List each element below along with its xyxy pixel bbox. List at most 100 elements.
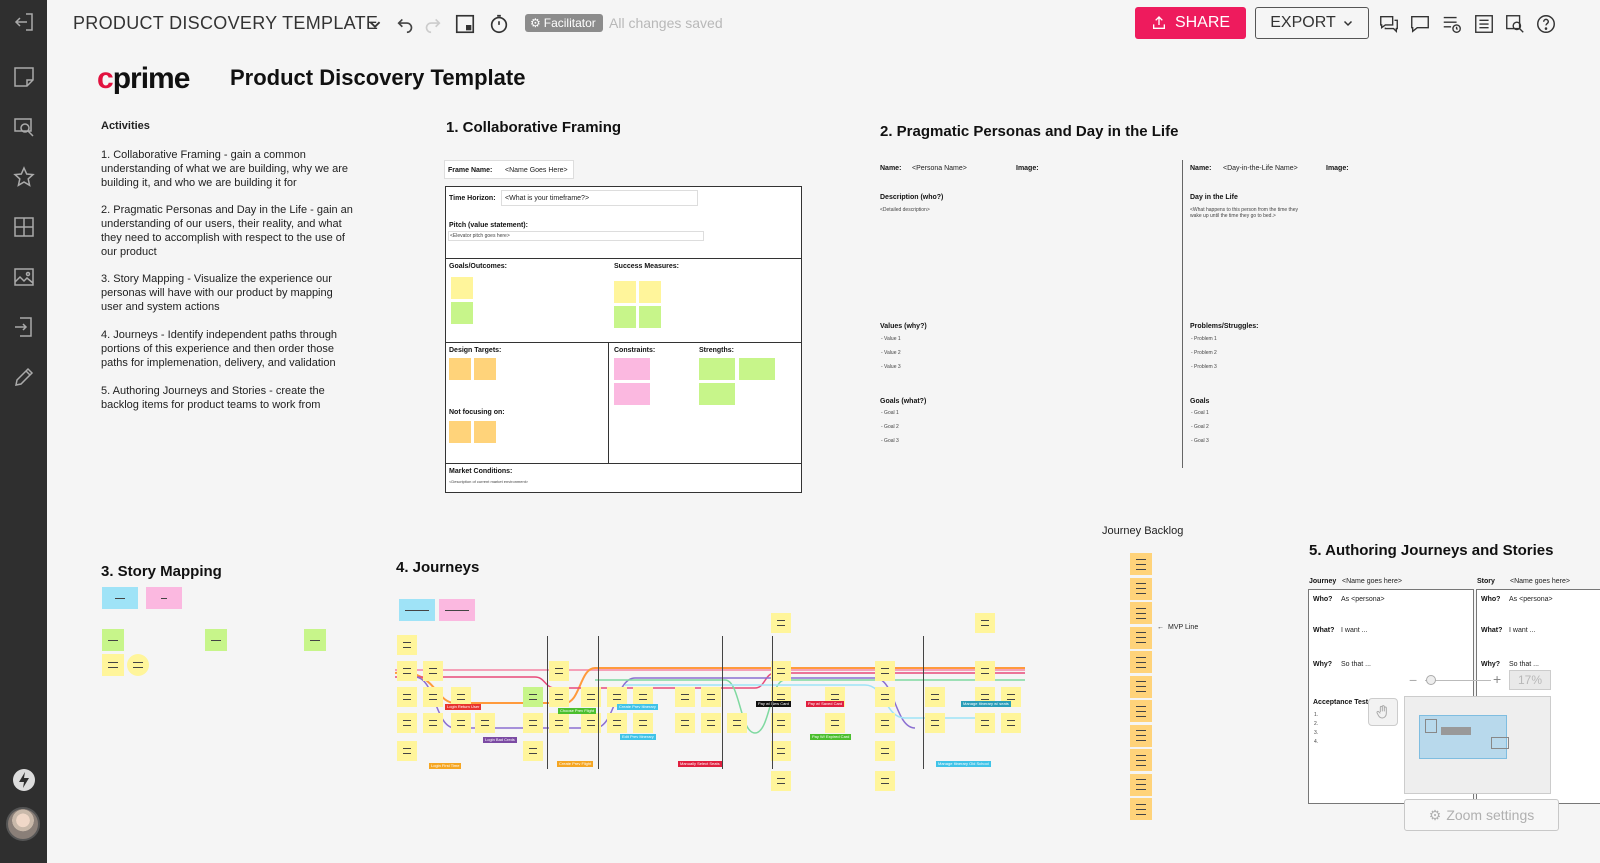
sticky-note[interactable]	[699, 358, 735, 380]
journey-backlog[interactable]	[1130, 553, 1154, 828]
sticky-note[interactable]	[474, 421, 496, 443]
search-shapes-icon[interactable]	[9, 112, 39, 142]
backlog-note[interactable]	[1130, 577, 1152, 600]
sticky-note[interactable]	[102, 654, 124, 676]
journey-tag[interactable]: Pay W/ Expired Card	[810, 734, 852, 740]
sticky-note[interactable]	[549, 713, 569, 733]
sticky-note[interactable]	[639, 306, 661, 328]
backlog-note[interactable]	[1130, 749, 1152, 771]
sticky-note[interactable]	[423, 661, 443, 681]
frame-name-box[interactable]: Frame Name: <Name Goes Here>	[444, 160, 574, 179]
journey-map[interactable]: Login Return User Login Bad Creds Login Fi…	[395, 613, 1025, 791]
journey-tag[interactable]: Login Bad Creds	[483, 737, 517, 743]
facilitator-badge[interactable]: ⚙ Facilitator	[525, 14, 603, 32]
sticky-note[interactable]	[699, 383, 735, 405]
sticky-note[interactable]	[771, 741, 791, 761]
sticky-note[interactable]	[449, 421, 471, 443]
backlog-note[interactable]	[1130, 724, 1152, 747]
chevron-down-icon[interactable]	[363, 12, 387, 36]
journey-tag[interactable]: Manage Itinerary Old School	[936, 761, 991, 767]
sticky-note[interactable]	[771, 771, 791, 791]
journey-tag[interactable]: Pay w/ Saved Card	[806, 701, 845, 707]
sticky-note[interactable]	[975, 661, 995, 681]
sticky-note[interactable]	[633, 687, 653, 707]
sticky-note[interactable]	[475, 713, 495, 733]
sticky-note[interactable]	[675, 687, 695, 707]
sticky-note[interactable]	[614, 306, 636, 328]
sticky-note[interactable]	[451, 713, 471, 733]
sticky-note[interactable]	[925, 713, 945, 733]
sticky-note[interactable]	[727, 713, 747, 733]
sticky-note[interactable]	[439, 599, 475, 621]
sticky-note[interactable]	[304, 629, 326, 651]
sticky-note[interactable]	[581, 713, 601, 733]
journey-tag[interactable]: Manage Itinerary w/ seats	[961, 701, 1011, 707]
sticky-note[interactable]	[875, 661, 895, 681]
sticky-note[interactable]	[825, 713, 845, 733]
sticky-note[interactable]	[771, 613, 791, 633]
pitch-field[interactable]: <Elevator pitch goes here>	[448, 231, 704, 241]
journey-tag[interactable]: Manually Select Seats	[678, 761, 722, 767]
sticky-note[interactable]	[701, 687, 721, 707]
journey-tag[interactable]: Create Prev Itinerary	[617, 704, 658, 710]
sticky-note[interactable]	[875, 741, 895, 761]
zoom-out-icon[interactable]: −	[1409, 672, 1418, 688]
journey-tag[interactable]: Pay w/ New Card	[756, 701, 791, 707]
backlog-note[interactable]	[1130, 700, 1152, 722]
sticky-note[interactable]	[549, 687, 569, 707]
sticky-note[interactable]	[474, 358, 496, 380]
journey-tag[interactable]: Login First Time	[429, 763, 462, 769]
zoom-in-icon[interactable]: +	[1493, 671, 1502, 687]
help-icon[interactable]	[1534, 12, 1558, 36]
sticky-note[interactable]	[875, 713, 895, 733]
minimap[interactable]	[1404, 696, 1551, 794]
sticky-note[interactable]	[397, 661, 417, 681]
zoom-handle[interactable]	[1426, 675, 1436, 685]
backlog-note[interactable]	[1130, 602, 1152, 624]
backlog-note[interactable]	[1130, 773, 1152, 796]
sticky-note[interactable]	[633, 713, 653, 733]
sticky-note[interactable]	[875, 771, 895, 791]
sticky-note[interactable]	[771, 661, 791, 681]
sticky-note[interactable]	[1001, 713, 1021, 733]
grid-template-icon[interactable]	[9, 212, 39, 242]
sticky-note[interactable]	[581, 687, 601, 707]
sticky-note[interactable]	[739, 358, 775, 380]
backlog-note[interactable]	[1130, 651, 1152, 673]
import-icon[interactable]	[9, 312, 39, 342]
undo-icon[interactable]	[394, 12, 418, 36]
sticky-note[interactable]	[614, 358, 650, 380]
board-canvas[interactable]: cprime Product Discovery Template Activi…	[47, 48, 1600, 863]
chat-icon[interactable]	[1408, 12, 1432, 36]
sticky-note[interactable]	[397, 741, 417, 761]
sticky-note[interactable]	[614, 281, 636, 303]
sticky-note[interactable]	[675, 713, 695, 733]
sticky-note[interactable]	[102, 629, 124, 651]
sticky-note[interactable]	[146, 587, 182, 609]
sticky-note[interactable]	[397, 687, 417, 707]
journey-tag[interactable]: Choose Prev Flight	[558, 708, 597, 714]
image-icon[interactable]	[9, 262, 39, 292]
pan-hand-icon[interactable]	[1368, 698, 1398, 726]
sticky-note[interactable]	[449, 358, 471, 380]
sticky-note[interactable]	[451, 277, 473, 299]
sticky-note[interactable]	[607, 687, 627, 707]
zoom-percent[interactable]: 17%	[1509, 670, 1551, 690]
sticky-note[interactable]	[925, 687, 945, 707]
pencil-icon[interactable]	[9, 362, 39, 392]
sticky-note[interactable]	[549, 661, 569, 681]
share-button[interactable]: SHARE	[1135, 7, 1246, 39]
backlog-note[interactable]	[1130, 675, 1152, 698]
sticky-note[interactable]	[127, 654, 149, 676]
user-avatar[interactable]	[6, 807, 40, 841]
sticky-note[interactable]	[771, 713, 791, 733]
sticky-note[interactable]	[102, 587, 138, 609]
comments-icon[interactable]	[1377, 12, 1401, 36]
sticky-note[interactable]	[701, 713, 721, 733]
backlog-note[interactable]	[1130, 553, 1152, 575]
sticky-note[interactable]	[607, 713, 627, 733]
sticky-note[interactable]	[523, 687, 543, 707]
sticky-note[interactable]	[639, 281, 661, 303]
sticky-note[interactable]	[875, 687, 895, 707]
exit-board-icon[interactable]	[9, 7, 39, 37]
